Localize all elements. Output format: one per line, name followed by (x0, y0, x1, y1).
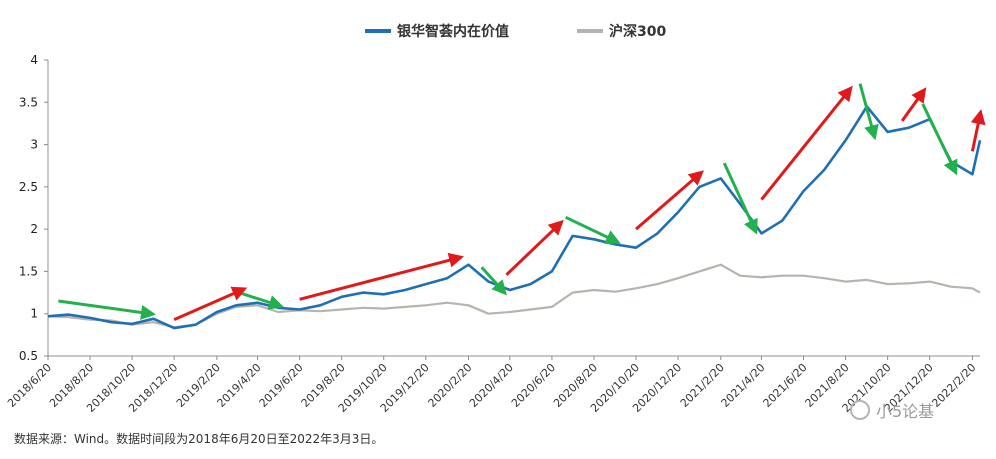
x-tick-label: 2018/6/20 (5, 361, 54, 410)
red-arrow (635, 170, 704, 231)
y-tick-label: 4 (30, 53, 38, 67)
series-line-csi300 (47, 263, 981, 329)
green-arrow (722, 162, 758, 235)
green-arrow (58, 299, 156, 320)
green-arrow (858, 83, 879, 141)
red-arrow (299, 252, 464, 301)
red-arrow (900, 87, 927, 122)
y-tick-label: 1.5 (19, 264, 38, 278)
y-tick-label: 1 (30, 307, 38, 321)
x-tick-label: 2020/2/20 (426, 361, 475, 410)
y-tick-label: 2.5 (19, 180, 38, 194)
red-arrow (505, 219, 564, 276)
green-arrow (565, 215, 621, 244)
watermark-icon (850, 400, 870, 420)
source-note: 数据来源：Wind。数据时间段为2018年6月20日至2022年3月3日。 (14, 432, 384, 446)
green-arrow (921, 103, 958, 176)
green-arrow (480, 266, 507, 296)
x-tick-label: 2019/6/20 (257, 361, 306, 410)
x-tick-label: 2021/4/20 (719, 361, 768, 410)
red-arrow (173, 286, 248, 322)
watermark-text: 小5论基 (876, 402, 935, 421)
x-tick-label: 2020/6/20 (509, 361, 558, 410)
legend-label-fund: 银华智荟内在价值 (397, 23, 509, 40)
y-tick-label: 2 (30, 222, 38, 236)
y-tick-label: 3 (30, 138, 38, 152)
x-tick-label: 2021/6/20 (761, 361, 810, 410)
x-tick-label: 2019/4/20 (215, 361, 264, 410)
watermark: 小5论基 (850, 398, 934, 422)
red-arrow (760, 85, 853, 201)
y-tick-label: 3.5 (19, 95, 38, 109)
series-line-fund (47, 105, 982, 330)
legend-label-csi300: 沪深300 (609, 23, 666, 40)
red-arrow (970, 109, 986, 152)
x-tick-label: 2020/4/20 (467, 361, 516, 410)
y-tick-label: 0.5 (19, 349, 38, 363)
x-tick-label: 2022/2/20 (929, 361, 978, 410)
